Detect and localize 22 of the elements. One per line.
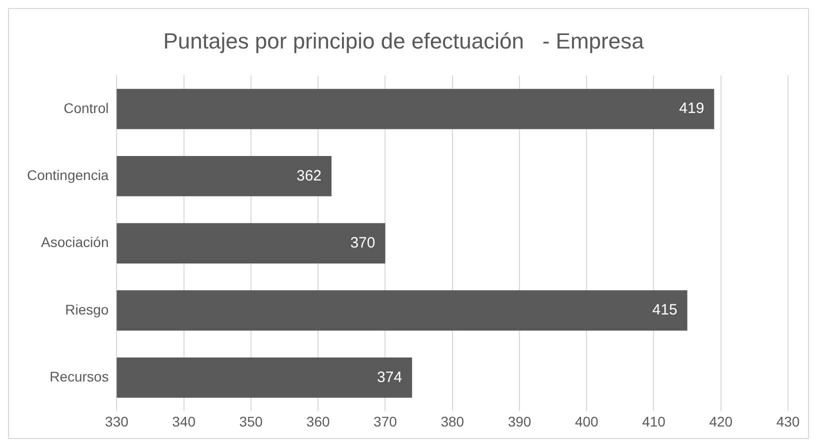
data-label: 370: [350, 234, 376, 252]
x-tick-label: 330: [105, 413, 129, 430]
x-tick-label: 400: [574, 413, 599, 430]
x-tick-label: 430: [776, 413, 800, 430]
y-tick-label: Control: [64, 100, 109, 116]
data-label: 415: [652, 302, 678, 319]
x-tick-label: 350: [239, 413, 263, 430]
x-tick-label: 360: [306, 413, 330, 430]
y-tick-label: Recursos: [50, 368, 109, 384]
x-tick-label: 410: [642, 413, 666, 430]
chart-title: Puntajes por principio de efectuación - Empresa: [163, 28, 645, 54]
x-tick-label: 420: [709, 413, 733, 430]
y-tick-label: Asociación: [41, 234, 109, 250]
x-tick-label: 380: [440, 413, 464, 430]
y-tick-label: Contingencia: [26, 167, 109, 183]
x-tick-label: 370: [374, 413, 398, 430]
y-tick-label: Riesgo: [65, 301, 109, 318]
data-label: 362: [296, 167, 322, 184]
data-label: 374: [377, 368, 402, 386]
x-tick-label: 340: [172, 413, 196, 430]
x-tick-label: 390: [508, 413, 532, 430]
data-label: 419: [679, 100, 704, 118]
